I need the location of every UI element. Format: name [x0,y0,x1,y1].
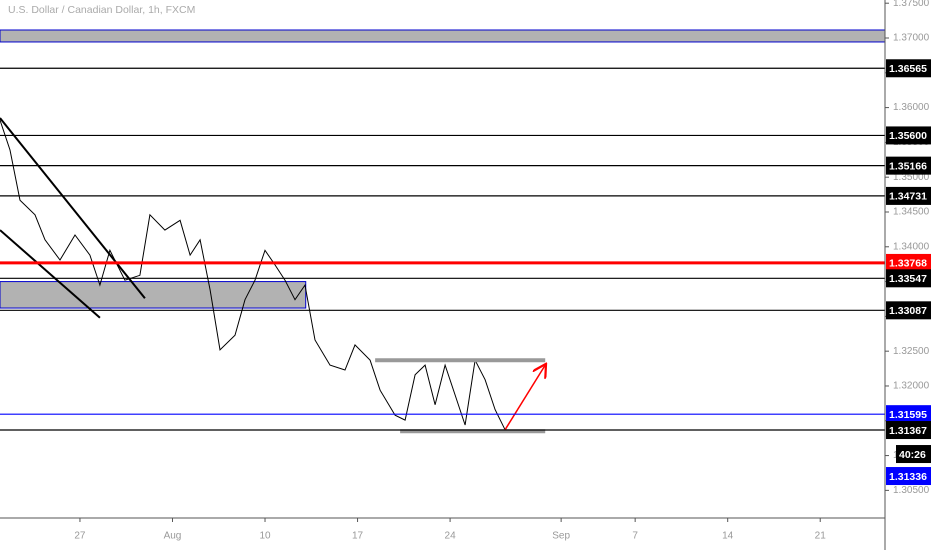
y-tick-label: 1.34000 [893,241,930,252]
x-tick-label: 17 [352,531,364,542]
level-tag-label: 1.36565 [889,63,927,75]
level-tag [886,269,931,288]
countdown-tag [896,445,931,464]
level-tag-label: 1.35166 [889,160,927,172]
x-tick-label: 10 [259,531,271,542]
current-price-label: 1.31336 [889,471,927,483]
level-tag-label: 1.33768 [889,258,927,270]
x-tick-label: 7 [632,531,638,542]
chart-title: U.S. Dollar / Canadian Dollar, 1h, FXCM [8,4,195,16]
current-price-tag [886,467,931,486]
y-tick-label: 1.32000 [893,381,930,392]
x-tick-label: Aug [164,531,182,542]
drawing [0,229,101,319]
x-tick-label: Sep [552,531,570,542]
x-tick-label: 14 [722,531,734,542]
level-tag [886,253,931,272]
drawing [504,365,545,431]
x-tick-label: 24 [445,531,457,542]
level-tag [886,59,931,78]
price-line [0,119,506,431]
level-tag-label: 1.34731 [889,191,927,203]
level-tag [886,156,931,175]
level-tag-label: 1.33547 [889,273,927,285]
y-tick-label: 1.36000 [893,102,930,113]
level-tag-label: 1.33087 [889,305,927,317]
y-tick-label: 1.32500 [893,346,930,357]
y-tick-label: 1.37500 [893,0,930,9]
level-tag [886,126,931,145]
y-tick-label: 1.37000 [893,33,930,44]
level-tag [886,186,931,205]
level-tag [886,421,931,440]
y-tick-label: 1.35000 [893,172,930,183]
drawing [0,117,146,299]
zone [0,29,886,43]
y-tick-label: 1.30500 [893,485,930,496]
zone [0,281,307,309]
x-tick-label: 21 [815,531,827,542]
y-tick-label: 1.34500 [893,207,930,218]
x-tick-label: 27 [74,531,86,542]
level-tag-label: 1.31367 [889,425,927,437]
level-tag [886,301,931,320]
level-tag [886,405,931,424]
level-tag-label: 1.35600 [889,130,927,142]
level-tag-label: 1.31595 [889,409,927,421]
countdown-label: 40:26 [899,449,926,461]
